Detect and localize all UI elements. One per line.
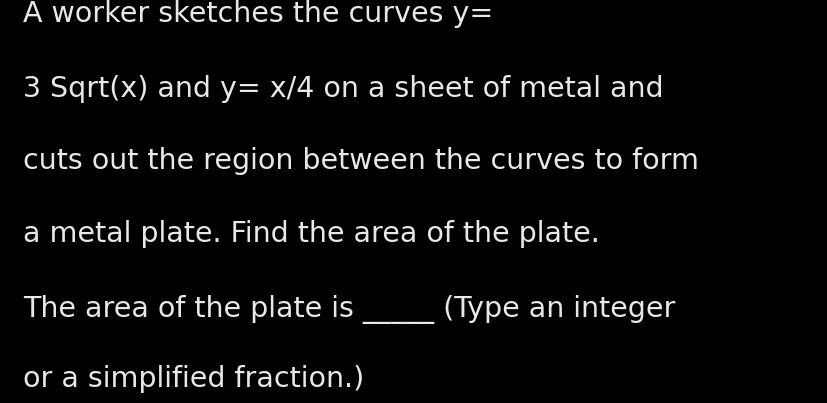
Text: A worker sketches the curves y=: A worker sketches the curves y= xyxy=(23,0,493,28)
Text: 3 Sqrt(x) and y= x/4 on a sheet of metal and: 3 Sqrt(x) and y= x/4 on a sheet of metal… xyxy=(23,75,663,103)
Text: a metal plate. Find the area of the plate.: a metal plate. Find the area of the plat… xyxy=(23,220,600,248)
Text: The area of the plate is _____ (Type an integer: The area of the plate is _____ (Type an … xyxy=(23,295,675,324)
Text: or a simplified fraction.): or a simplified fraction.) xyxy=(23,365,364,393)
Text: cuts out the region between the curves to form: cuts out the region between the curves t… xyxy=(23,147,698,175)
